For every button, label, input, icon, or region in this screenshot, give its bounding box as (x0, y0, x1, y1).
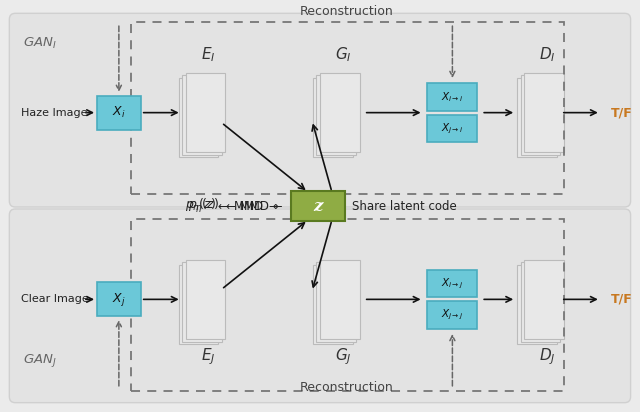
Text: ← MMD ←: ← MMD ← (225, 199, 282, 213)
Bar (186, 260, 225, 339)
Bar (428, 301, 477, 329)
Bar (428, 115, 477, 143)
Bar (179, 78, 218, 157)
Text: z: z (313, 197, 323, 215)
Bar (182, 75, 222, 155)
Bar (524, 260, 564, 339)
Text: $G_J$: $G_J$ (335, 346, 351, 367)
Bar (517, 78, 557, 157)
Text: Clear Image: Clear Image (21, 294, 89, 304)
Bar (320, 260, 360, 339)
Bar (291, 191, 346, 221)
Text: Haze Image: Haze Image (21, 108, 88, 118)
FancyBboxPatch shape (10, 209, 630, 403)
Text: $X_{i \to i}$: $X_{i \to i}$ (441, 90, 463, 104)
Bar (320, 73, 360, 152)
Text: $GAN_I$: $GAN_I$ (23, 35, 57, 51)
Text: Reconstruction: Reconstruction (300, 381, 394, 394)
Text: $X_{i \to j}$: $X_{i \to j}$ (441, 276, 463, 291)
Text: $X_i$: $X_i$ (112, 105, 125, 120)
Bar (517, 265, 557, 344)
Bar (131, 219, 564, 391)
Text: $D_I$: $D_I$ (539, 46, 556, 64)
Text: $E_I$: $E_I$ (201, 46, 216, 64)
Bar (131, 22, 564, 194)
Bar (182, 262, 222, 342)
Bar (179, 265, 218, 344)
Bar (520, 262, 561, 342)
Text: $p_\eta(z)$: $p_\eta(z)$ (185, 197, 216, 215)
Bar (524, 73, 564, 152)
Bar (317, 262, 356, 342)
FancyBboxPatch shape (10, 13, 630, 207)
Bar (97, 283, 141, 316)
Text: $\leftarrow$ MMD $\rightarrow$: $\leftarrow$ MMD $\rightarrow$ (216, 199, 280, 213)
Text: Share latent code: Share latent code (352, 199, 456, 213)
Text: $p_\eta(z)$: $p_\eta(z)$ (188, 197, 219, 215)
Text: Reconstruction: Reconstruction (300, 5, 394, 18)
Text: $G_I$: $G_I$ (335, 46, 351, 64)
Bar (317, 75, 356, 155)
Text: T/F: T/F (611, 106, 632, 119)
Text: $E_J$: $E_J$ (201, 346, 216, 367)
Bar (186, 73, 225, 152)
Text: $D_J$: $D_J$ (539, 346, 556, 367)
Bar (313, 78, 353, 157)
Bar (313, 265, 353, 344)
Bar (428, 83, 477, 111)
Bar (97, 96, 141, 129)
Bar (428, 269, 477, 297)
Text: $X_{j \to i}$: $X_{j \to i}$ (441, 121, 463, 136)
Bar (520, 75, 561, 155)
Text: $GAN_J$: $GAN_J$ (23, 352, 57, 370)
Text: $X_{j \to j}$: $X_{j \to j}$ (441, 308, 463, 323)
Text: T/F: T/F (611, 293, 632, 306)
Text: $X_j$: $X_j$ (112, 291, 125, 308)
